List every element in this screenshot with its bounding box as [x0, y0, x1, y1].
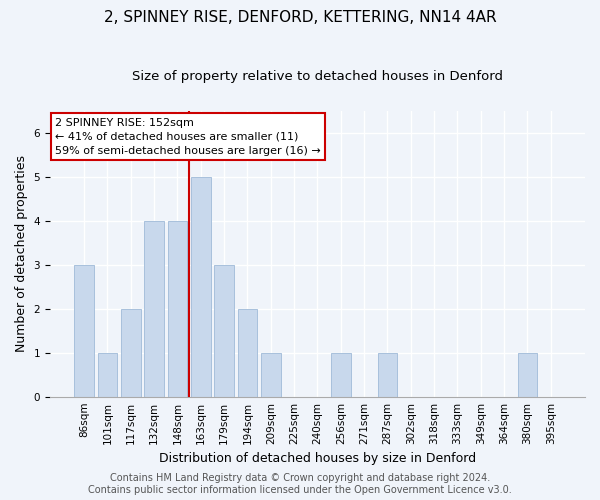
Bar [121, 308, 141, 396]
Bar [191, 176, 211, 396]
Text: 2 SPINNEY RISE: 152sqm
← 41% of detached houses are smaller (11)
59% of semi-det: 2 SPINNEY RISE: 152sqm ← 41% of detached… [55, 118, 321, 156]
Y-axis label: Number of detached properties: Number of detached properties [15, 155, 28, 352]
Bar [74, 264, 94, 396]
Bar [98, 352, 118, 397]
Bar [214, 264, 234, 396]
Bar [261, 352, 281, 397]
Bar [144, 220, 164, 396]
Title: Size of property relative to detached houses in Denford: Size of property relative to detached ho… [132, 70, 503, 83]
Bar [167, 220, 187, 396]
Bar [377, 352, 397, 397]
Bar [518, 352, 538, 397]
Bar [238, 308, 257, 396]
Text: 2, SPINNEY RISE, DENFORD, KETTERING, NN14 4AR: 2, SPINNEY RISE, DENFORD, KETTERING, NN1… [104, 10, 496, 25]
Bar [331, 352, 350, 397]
Text: Contains HM Land Registry data © Crown copyright and database right 2024.
Contai: Contains HM Land Registry data © Crown c… [88, 474, 512, 495]
X-axis label: Distribution of detached houses by size in Denford: Distribution of detached houses by size … [159, 452, 476, 465]
